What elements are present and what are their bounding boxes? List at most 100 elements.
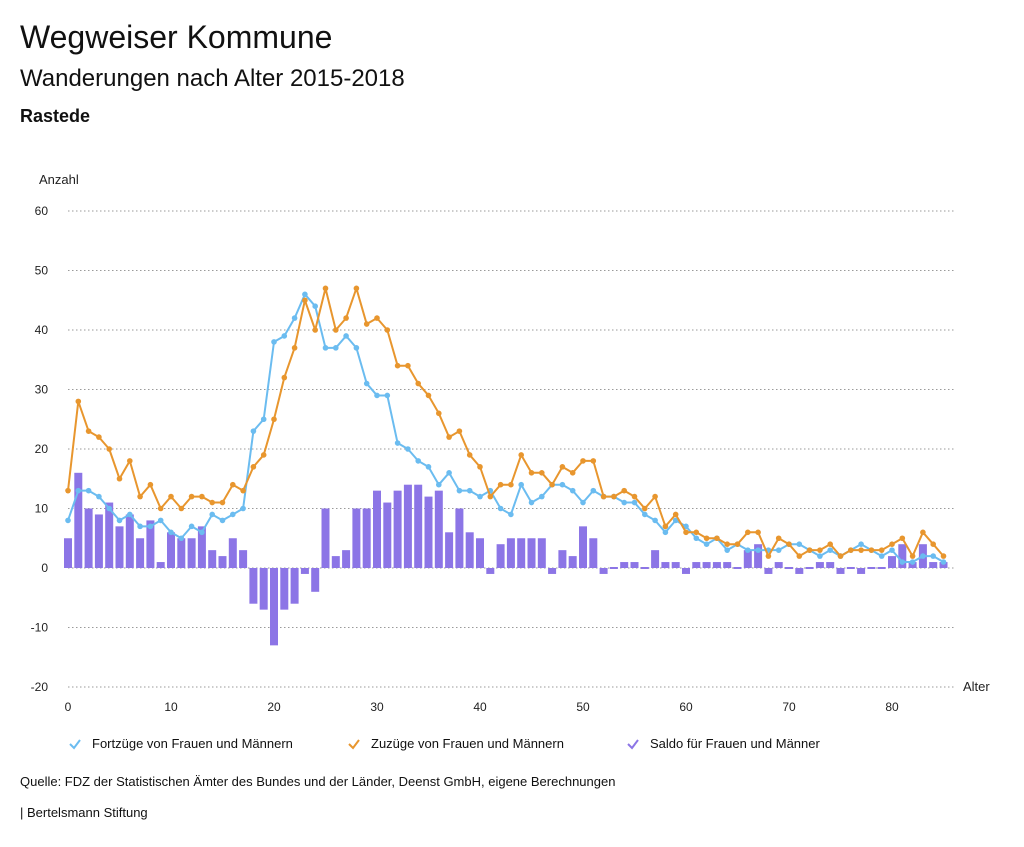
series-point [157, 517, 164, 524]
y-tick-label: -20 [31, 680, 49, 694]
series-point [817, 547, 823, 553]
series-point [405, 446, 411, 452]
series-point [642, 505, 648, 512]
saldo-bar [300, 568, 309, 574]
series-point [611, 493, 617, 500]
series-point [446, 434, 452, 440]
series-point [858, 547, 864, 553]
series-point [539, 493, 545, 500]
checkmark-icon [627, 738, 639, 750]
series-point [363, 321, 370, 327]
saldo-bar [754, 544, 763, 568]
series-point [271, 339, 277, 345]
series-point [384, 327, 391, 333]
series-point [528, 499, 535, 506]
x-tick-label: 60 [679, 700, 693, 714]
x-tick-label: 80 [885, 700, 899, 714]
series-point [425, 392, 432, 399]
saldo-bar [579, 526, 587, 568]
series-point [920, 553, 926, 559]
x-tick-label: 30 [370, 700, 384, 714]
series-point [559, 481, 566, 488]
saldo-bar [64, 538, 72, 568]
legend-item-fortzuege[interactable]: Fortzüge von Frauen und Männern [68, 736, 293, 751]
legend-item-saldo[interactable]: Saldo für Frauen und Männer [626, 736, 820, 751]
series-point [250, 464, 257, 470]
saldo-bar [177, 538, 186, 568]
y-tick-label: 20 [35, 442, 49, 456]
series-point [353, 285, 360, 292]
series-point [559, 464, 566, 470]
series-point [631, 493, 638, 500]
saldo-bar [146, 520, 155, 568]
series-point [209, 511, 215, 518]
y-tick-label: 40 [35, 323, 49, 337]
saldo-bar [486, 568, 495, 574]
series-point [672, 511, 679, 518]
series-point [786, 541, 792, 547]
saldo-bar [599, 568, 608, 574]
saldo-bar [661, 562, 670, 568]
series-point [580, 458, 586, 464]
series-point [765, 553, 772, 559]
series-point [590, 458, 597, 464]
saldo-bar [125, 514, 134, 568]
saldo-bar [620, 562, 629, 568]
series-point [518, 481, 524, 488]
saldo-bar [692, 562, 701, 568]
saldo-bar [939, 562, 948, 568]
series-point [209, 499, 215, 506]
series-point [569, 487, 576, 494]
series-point [569, 470, 576, 476]
series-point [827, 547, 833, 553]
series-point [806, 547, 813, 553]
saldo-bar [743, 550, 752, 568]
series-point [683, 529, 689, 536]
series-point [137, 523, 143, 530]
saldo-bar [94, 514, 103, 568]
legend-item-zuzuege[interactable]: Zuzüge von Frauen und Männern [347, 736, 564, 751]
x-tick-label: 50 [576, 700, 590, 714]
saldo-bar [733, 567, 742, 569]
series-point [240, 505, 246, 512]
series-point [106, 446, 112, 452]
series-point [466, 487, 473, 494]
series-point [85, 428, 92, 434]
saldo-bar [712, 562, 721, 568]
series-point [219, 499, 226, 506]
saldo-bar [857, 568, 866, 574]
series-point [621, 487, 627, 494]
series-point [250, 428, 257, 434]
series-point [333, 327, 339, 333]
series-point [127, 458, 133, 464]
saldo-bar [723, 562, 732, 568]
saldo-bar [167, 532, 175, 568]
series-point [930, 541, 936, 547]
series-point [230, 511, 236, 518]
series-point [157, 505, 164, 512]
y-tick-label: 0 [41, 561, 48, 575]
series-line [67, 287, 945, 558]
series-point [230, 481, 236, 488]
y-tick-label: 30 [35, 383, 49, 397]
series-line [67, 293, 945, 564]
series-point [889, 541, 895, 547]
series-point [312, 327, 319, 333]
series-point [775, 535, 782, 542]
series-point [940, 553, 947, 559]
series-point [878, 553, 885, 559]
saldo-bar [105, 502, 114, 568]
saldo-bar [259, 568, 268, 610]
series-point [734, 541, 741, 547]
saldo-bar [393, 490, 402, 568]
saldo-bar [331, 556, 340, 568]
saldo-bar [290, 568, 299, 604]
legend-label-zuzuege: Zuzüge von Frauen und Männern [371, 736, 564, 751]
saldo-bar [383, 502, 392, 568]
series-point [137, 493, 143, 500]
series-point [271, 416, 277, 423]
saldo-bar [445, 532, 454, 568]
series-point [652, 517, 658, 524]
saldo-bar [321, 508, 330, 568]
saldo-bar [846, 567, 855, 569]
